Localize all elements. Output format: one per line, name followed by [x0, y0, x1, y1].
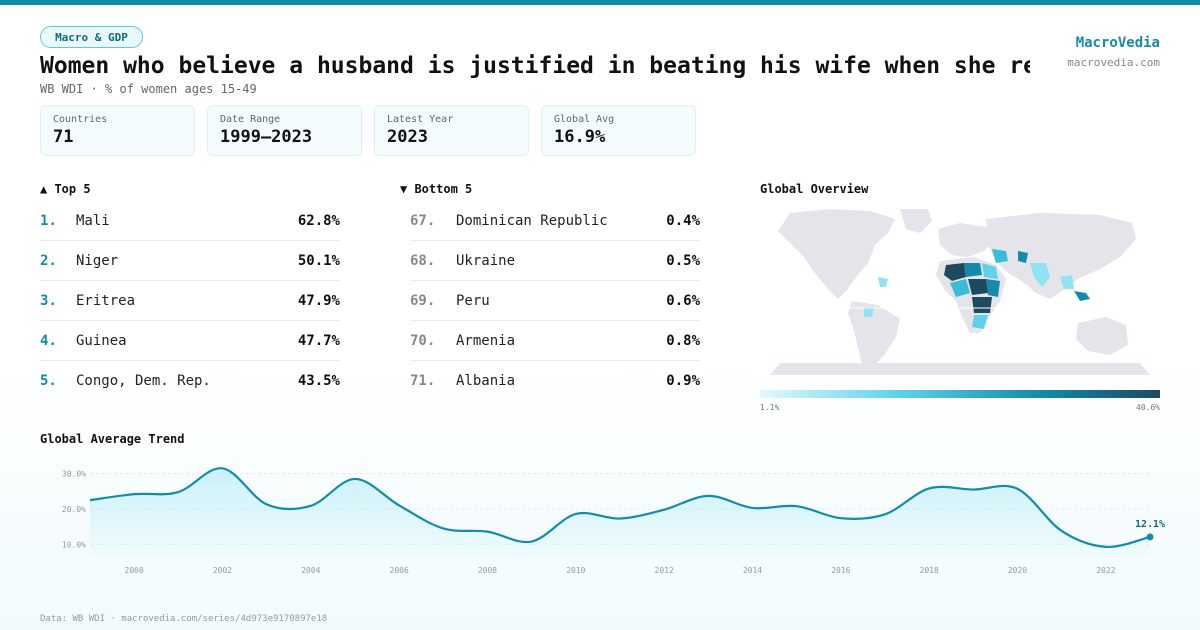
map-land [770, 209, 1150, 375]
x-tick-label: 2012 [655, 566, 674, 575]
list-item[interactable]: 5. Congo, Dem. Rep. 43.5% [40, 361, 340, 401]
x-tick-label: 2020 [1008, 566, 1027, 575]
stat-card-latest-year: Latest Year 2023 [374, 105, 529, 156]
x-tick-label: 2004 [301, 566, 320, 575]
x-tick-label: 2018 [920, 566, 939, 575]
map-data-regions [864, 249, 1090, 329]
country-name: Albania [456, 373, 516, 389]
trend-heading: Global Average Trend [40, 432, 185, 446]
last-value-dot[interactable] [1146, 533, 1154, 541]
stat-card-countries: Countries 71 [40, 105, 195, 156]
stat-label: Latest Year [387, 114, 454, 125]
map-legend-bar [760, 390, 1160, 398]
footer-source: Data: WB WDI · macrovedia.com/series/4d9… [40, 614, 328, 624]
country-value: 50.1% [297, 252, 340, 269]
y-tick-label: 30.0% [62, 470, 86, 479]
country-name: Niger [76, 252, 119, 269]
list-item[interactable]: 70. Armenia 0.8% [410, 321, 700, 361]
list-item[interactable]: 71. Albania 0.9% [410, 361, 700, 401]
x-tick-label: 2010 [566, 566, 585, 575]
country-value: 0.6% [666, 292, 700, 309]
rank-number: 3. [40, 292, 57, 309]
rank-number: 5. [40, 373, 57, 389]
top-accent-bar [0, 0, 1200, 5]
rank-number: 70. [410, 332, 436, 349]
stat-label: Global Avg [554, 114, 615, 125]
trend-area [90, 468, 1150, 555]
country-name: Eritrea [76, 292, 136, 309]
x-axis-ticks: 2000 2002 2004 2006 2008 2010 2012 2014 2016 2018… [125, 566, 1116, 575]
rank-number: 71. [410, 373, 436, 389]
y-tick-label: 10.0% [62, 540, 86, 549]
top5-list: 1. Mali 62.8% 2. Niger 50.1% 3. Eritrea … [40, 201, 340, 401]
bottom5-list: 67. Dominican Republic 0.4% 68. Ukraine … [410, 201, 700, 401]
country-value: 62.8% [297, 212, 340, 229]
page-subtitle: WB WDI · % of women ages 15-49 [40, 82, 257, 96]
list-item[interactable]: 69. Peru 0.6% [410, 281, 700, 321]
country-value: 47.9% [297, 292, 340, 309]
stat-card-date-range: Date Range 1999–2023 [207, 105, 362, 156]
rank-number: 69. [410, 292, 436, 309]
map-heading: Global Overview [760, 182, 869, 196]
country-name: Mali [76, 212, 110, 229]
country-name: Dominican Republic [456, 212, 608, 229]
x-tick-label: 2014 [743, 566, 762, 575]
trend-line-chart[interactable]: 10.0% 20.0% 30.0% 2000 2002 2004 2006 2008 2010… [40, 455, 1170, 585]
country-name: Peru [456, 292, 490, 309]
stat-value: 2023 [387, 127, 428, 147]
country-value: 0.8% [666, 332, 700, 349]
stat-value: 1999–2023 [220, 127, 313, 147]
rank-number: 1. [40, 212, 57, 229]
country-value: 47.7% [297, 332, 340, 349]
stat-value: 71 [53, 127, 74, 147]
rank-number: 4. [40, 332, 57, 349]
legend-max-label: 40.6% [1136, 403, 1161, 412]
page-title: Women who believe a husband is justified… [40, 53, 1030, 79]
top5-heading: ▲ Top 5 [40, 182, 91, 196]
trend-line [89, 467, 1151, 548]
country-name: Armenia [456, 332, 516, 349]
category-tag[interactable]: Macro & GDP [40, 26, 143, 48]
brand-url[interactable]: macrovedia.com [1067, 56, 1160, 69]
list-item[interactable]: 67. Dominican Republic 0.4% [410, 201, 700, 241]
list-item[interactable]: 68. Ukraine 0.5% [410, 241, 700, 281]
x-tick-label: 2002 [213, 566, 232, 575]
rank-number: 67. [410, 212, 436, 229]
country-name: Congo, Dem. Rep. [76, 373, 211, 389]
y-axis-ticks: 10.0% 20.0% 30.0% [62, 470, 86, 550]
country-value: 43.5% [297, 373, 340, 389]
stat-label: Countries [53, 114, 108, 125]
rank-number: 68. [410, 252, 436, 269]
country-name: Guinea [76, 332, 127, 349]
x-tick-label: 2008 [478, 566, 497, 575]
list-item[interactable]: 3. Eritrea 47.9% [40, 281, 340, 321]
stat-value: 16.9% [554, 127, 606, 147]
brand-name[interactable]: MacroVedia [1075, 35, 1160, 51]
country-name: Ukraine [456, 252, 516, 269]
rank-number: 2. [40, 252, 57, 269]
list-item[interactable]: 2. Niger 50.1% [40, 241, 340, 281]
legend-min-label: 1.1% [760, 403, 780, 412]
country-value: 0.9% [666, 373, 700, 389]
y-tick-label: 20.0% [62, 505, 86, 514]
country-value: 0.5% [666, 252, 700, 269]
country-value: 0.4% [666, 212, 700, 229]
last-value-label: 12.1% [1135, 519, 1165, 530]
list-item[interactable]: 1. Mali 62.8% [40, 201, 340, 241]
x-tick-label: 2000 [125, 566, 144, 575]
stat-card-global-avg: Global Avg 16.9% [541, 105, 696, 156]
list-item[interactable]: 4. Guinea 47.7% [40, 321, 340, 361]
x-tick-label: 2022 [1096, 566, 1115, 575]
x-tick-label: 2016 [831, 566, 850, 575]
bottom5-heading: ▼ Bottom 5 [400, 182, 473, 196]
world-choropleth-map[interactable] [760, 205, 1160, 380]
x-tick-label: 2006 [390, 566, 409, 575]
stat-label: Date Range [220, 114, 281, 125]
